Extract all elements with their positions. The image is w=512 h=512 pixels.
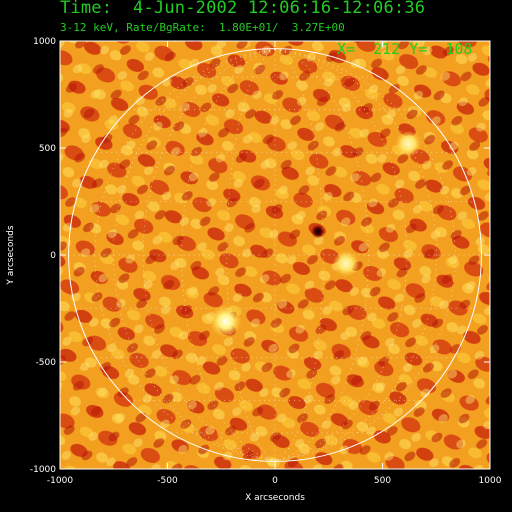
axis-ticks: -1000 -500 0 500 1000 -1000 -500 0 500 1000 bbox=[30, 37, 502, 486]
grid-longitude-line bbox=[113, 49, 276, 461]
energy-band-subtitle: 3-12 keV, Rate/BgRate: 1.80E+01/ 3.27E+0… bbox=[60, 21, 345, 34]
grid-longitude-line bbox=[274, 49, 456, 461]
heliographic-grid bbox=[68, 49, 482, 461]
x-tick-label: 1000 bbox=[479, 476, 502, 486]
bright-source bbox=[209, 305, 242, 338]
solar-limb-circle bbox=[68, 48, 482, 462]
y-axis-label: Y arcseconds bbox=[6, 225, 16, 285]
x-tick-label: 500 bbox=[374, 476, 391, 486]
y-tick-label: -500 bbox=[36, 358, 57, 368]
dark-source bbox=[311, 224, 325, 239]
grid-longitude-line bbox=[94, 49, 276, 461]
cursor-coordinate-readout: X= 212 Y= 108 bbox=[337, 40, 473, 58]
grid-longitude-line bbox=[226, 49, 276, 461]
x-tick-label: -1000 bbox=[47, 476, 73, 486]
y-tick-label: 500 bbox=[39, 144, 56, 154]
x-axis-label: X arcseconds bbox=[245, 493, 305, 503]
grid-longitude-line bbox=[181, 49, 276, 461]
bright-source bbox=[332, 250, 359, 277]
y-tick-label: -1000 bbox=[30, 465, 56, 475]
source-layer bbox=[209, 130, 422, 338]
grid-longitude-line bbox=[274, 49, 437, 461]
x-tick-label: 0 bbox=[272, 476, 278, 486]
grid-longitude-line bbox=[274, 49, 324, 461]
bright-source bbox=[395, 130, 422, 157]
time-title: Time: 4-Jun-2002 12:06:16-12:06:36 bbox=[60, 0, 426, 18]
y-tick-label: 1000 bbox=[33, 37, 56, 47]
x-tick-label: -500 bbox=[157, 476, 178, 486]
grid-longitude-line bbox=[274, 49, 369, 461]
y-tick-label: 0 bbox=[50, 251, 56, 261]
